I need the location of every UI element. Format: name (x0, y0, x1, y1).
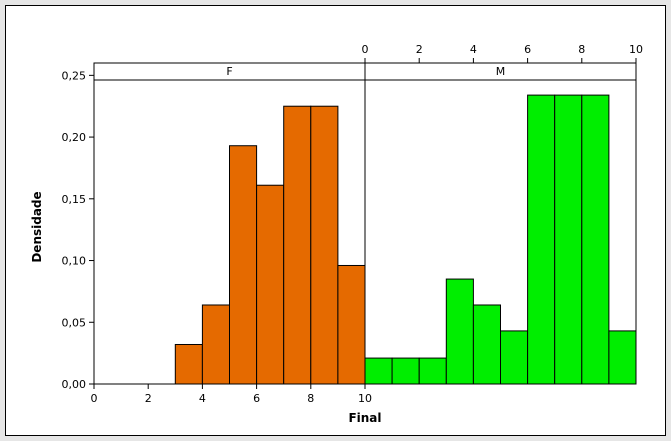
y-axis-title: Densidade (30, 191, 44, 262)
x-tick-label-5: 10 (358, 392, 372, 405)
x-tick-label-3: 6 (253, 392, 260, 405)
bar-f-4 (283, 105, 312, 385)
x-top-tick-label-0: 0 (362, 43, 369, 56)
y-tick-label-4: 0,20 (62, 131, 87, 144)
plot-frame (93, 62, 637, 385)
x-top-tick-label-5: 10 (629, 43, 643, 56)
x-top-tick-label-2: 4 (470, 43, 477, 56)
bar-m-8 (581, 94, 610, 385)
bar-f-1 (201, 304, 230, 385)
bar-f-0 (174, 343, 203, 385)
x-tick-label-4: 8 (307, 392, 314, 405)
x-tick-label-2: 4 (199, 392, 206, 405)
y-tick-label-2: 0,10 (62, 255, 87, 268)
x-top-tick-label-4: 8 (578, 43, 585, 56)
bar-m-9 (608, 330, 637, 385)
bar-m-3 (445, 278, 474, 385)
x-tick-label-1: 2 (145, 392, 152, 405)
panel-label-f: F (226, 65, 232, 78)
panel-label-m: M (496, 65, 506, 78)
bar-m-0 (364, 357, 393, 385)
bar-m-4 (472, 304, 501, 385)
x-top-tick-label-3: 6 (524, 43, 531, 56)
bar-f-5 (310, 105, 339, 385)
bar-m-7 (554, 94, 583, 385)
plot-area: F 0 2 4 6 8 10 M 0 2 4 6 8 10 0,00 0,05 0,10 0,15 0,20 0,25 (62, 43, 644, 405)
bar-m-6 (527, 94, 556, 385)
bar-m-5 (500, 330, 529, 385)
y-tick-label-5: 0,25 (62, 69, 87, 82)
bar-m-1 (391, 357, 420, 385)
x-tick-label-0: 0 (91, 392, 98, 405)
x-axis-title: Final (348, 411, 381, 425)
y-tick-label-1: 0,05 (62, 316, 87, 329)
bar-f-3 (256, 184, 285, 385)
y-tick-label-3: 0,15 (62, 193, 87, 206)
bar-f-6 (337, 264, 366, 385)
x-top-tick-label-1: 2 (416, 43, 423, 56)
bar-m-2 (418, 357, 447, 385)
y-tick-label-0: 0,00 (62, 378, 87, 391)
bar-f-2 (229, 145, 258, 385)
